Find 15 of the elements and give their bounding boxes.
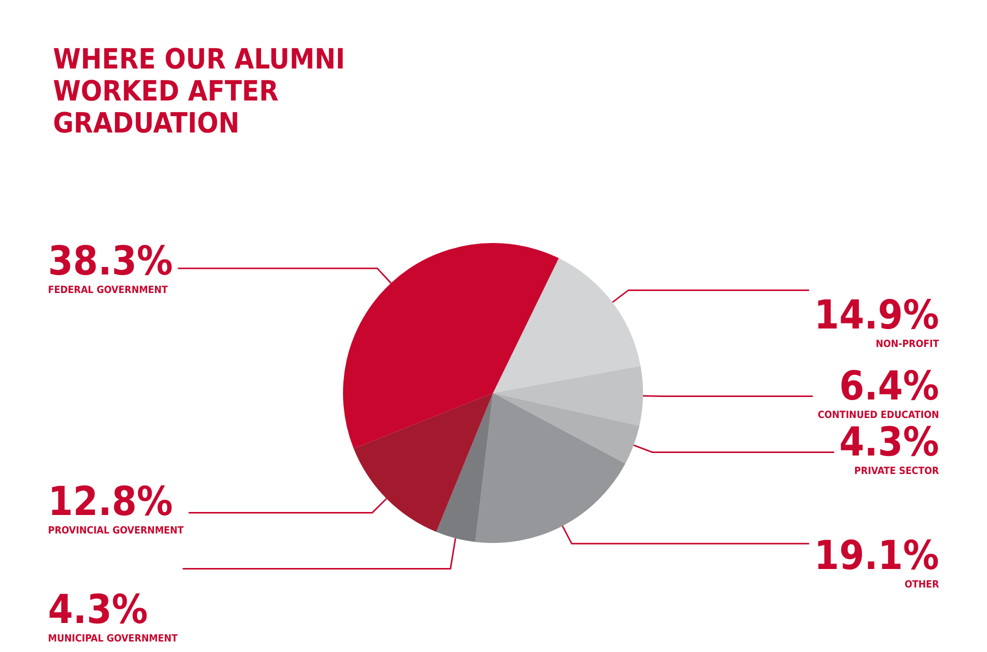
data-label: 12.8% bbox=[48, 479, 173, 525]
slice-label: NON-PROFIT bbox=[876, 338, 940, 350]
data-label: 38.3% bbox=[48, 238, 173, 284]
slice-label: PROVINCIAL GOVERNMENT bbox=[48, 526, 184, 536]
data-label: 19.1% bbox=[814, 533, 939, 579]
data-label: 4.3% bbox=[48, 587, 148, 633]
data-label: 14.9% bbox=[814, 292, 939, 338]
slice-label: FEDERAL GOVERNMENT bbox=[48, 284, 169, 296]
data-label: 6.4% bbox=[839, 364, 939, 410]
slice-label: CONTINUED EDUCATION bbox=[818, 410, 939, 422]
slice-label: OTHER bbox=[904, 580, 940, 590]
slice-label: PRIVATE SECTOR bbox=[854, 466, 940, 477]
chart-title: WHERE OUR ALUMNI WORKED AFTER GRADUATION bbox=[53, 42, 354, 140]
data-label: 4.3% bbox=[839, 419, 939, 466]
slice-label: MUNICIPAL GOVERNMENT bbox=[48, 634, 179, 644]
